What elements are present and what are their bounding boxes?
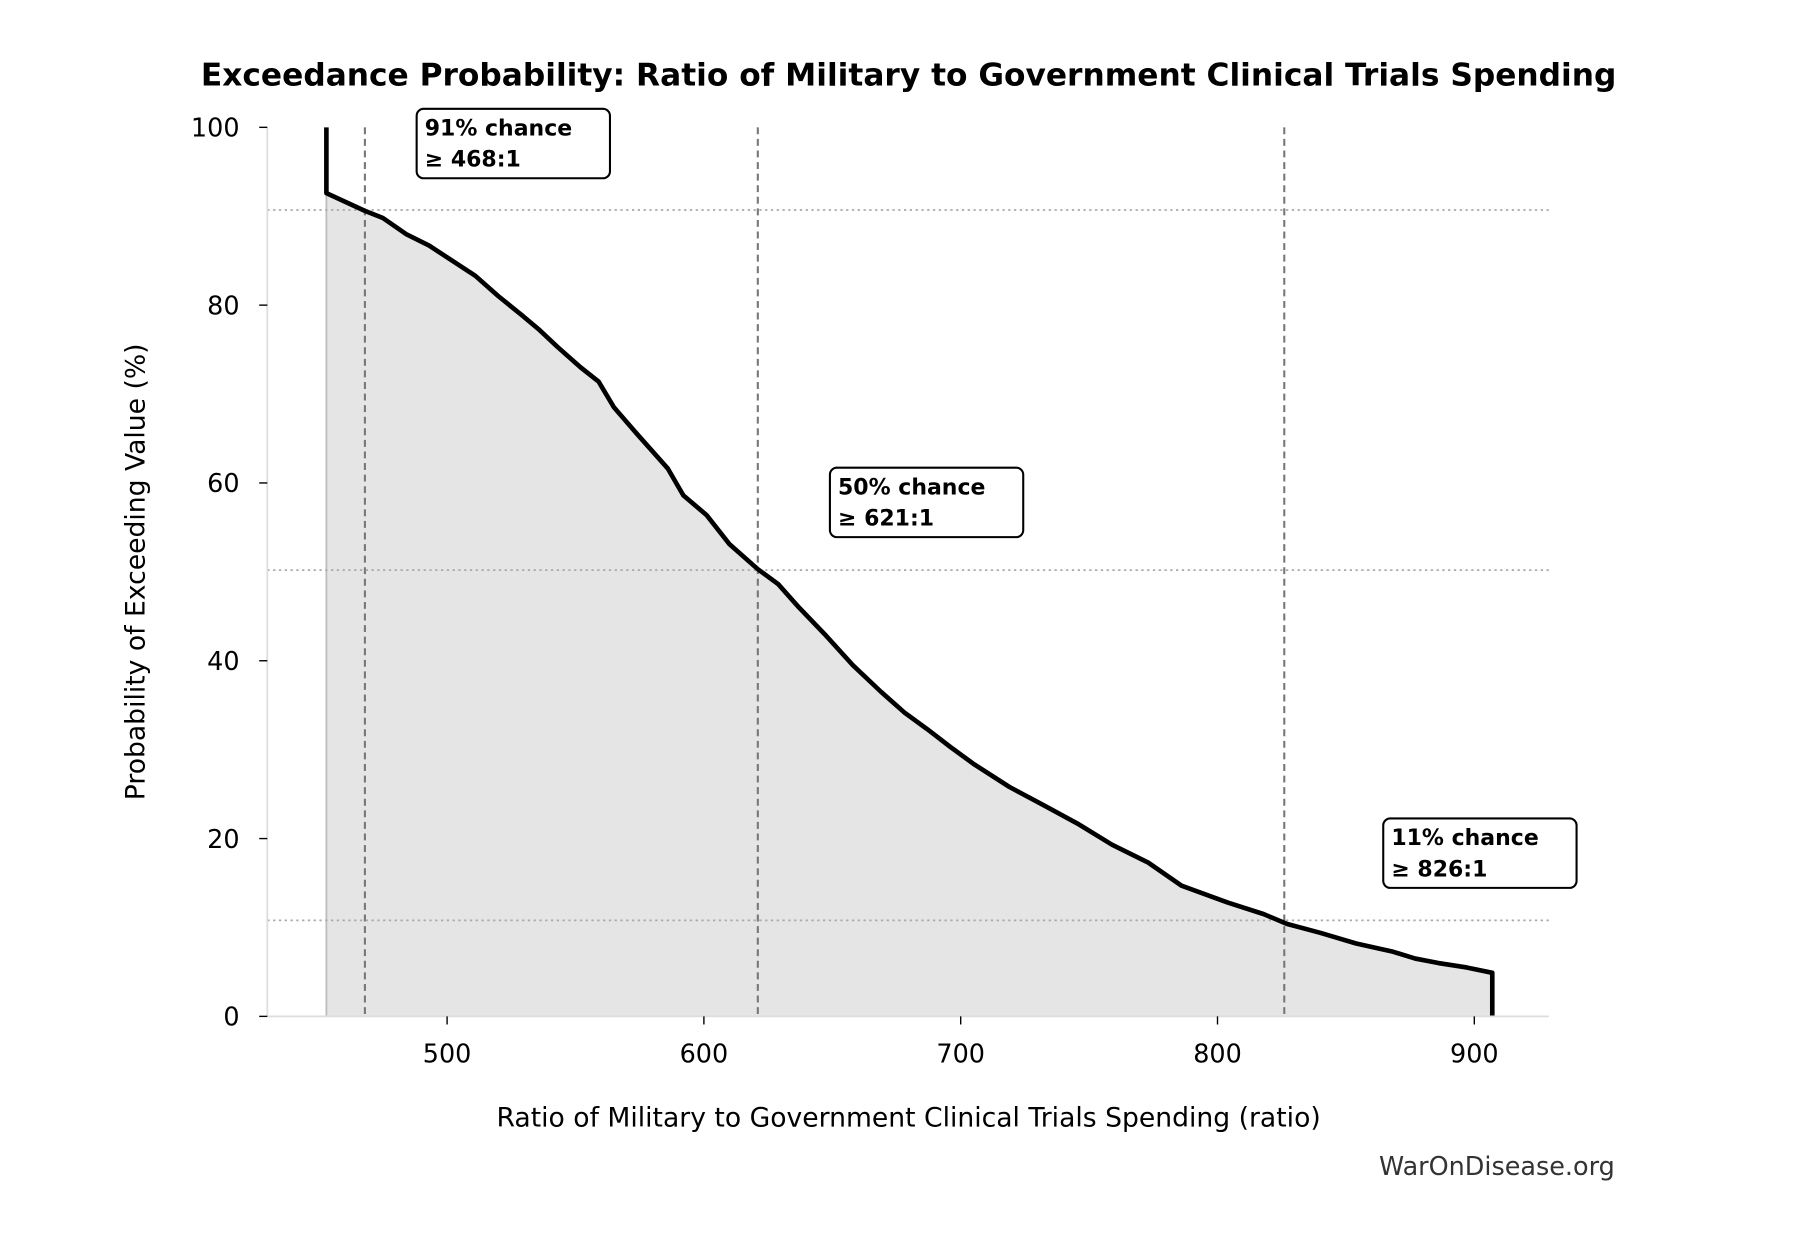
y-tick-label: 60 bbox=[207, 469, 239, 499]
y-tick-label: 80 bbox=[207, 291, 239, 321]
area-fill bbox=[326, 127, 1493, 1017]
y-tick-label: 40 bbox=[207, 647, 239, 677]
annotations: 91% chance ≥ 468:1 50% chance ≥ 621:1 11% ch… bbox=[415, 107, 1578, 889]
annotation-line1: 11% chance bbox=[1391, 826, 1538, 851]
annotation-box bbox=[415, 107, 612, 180]
y-axis-label: Probability of Exceeding Value (%) bbox=[121, 343, 152, 800]
annotation-line1: 91% chance bbox=[425, 116, 572, 141]
x-tick-label: 900 bbox=[1450, 1040, 1499, 1070]
y-tick-label: 0 bbox=[223, 1003, 239, 1033]
axes: 500 600 700 800 900 0 20 40 60 80 100 bbox=[191, 114, 1549, 1070]
exceedance-curve bbox=[324, 127, 1495, 1017]
annotation-line1: 50% chance bbox=[838, 475, 985, 500]
annotation-line2: ≥ 621:1 bbox=[838, 507, 934, 532]
x-tick-label: 700 bbox=[936, 1040, 985, 1070]
y-tick-label: 20 bbox=[207, 825, 239, 855]
x-tick-label: 600 bbox=[680, 1040, 729, 1070]
x-tick-label: 500 bbox=[423, 1040, 472, 1070]
x-tick-label: 800 bbox=[1193, 1040, 1242, 1070]
annotation-box bbox=[828, 466, 1025, 539]
plot-area bbox=[267, 127, 1549, 1017]
watermark: WarOnDisease.org bbox=[1379, 1152, 1615, 1182]
annotation-box bbox=[1382, 817, 1578, 889]
annotation-line2: ≥ 826:1 bbox=[1391, 857, 1487, 882]
x-axis-label: Ratio of Military to Government Clinical… bbox=[497, 1102, 1321, 1133]
annotation-line2: ≥ 468:1 bbox=[425, 148, 521, 173]
y-tick-label: 100 bbox=[191, 114, 240, 144]
chart-title: Exceedance Probability: Ratio of Militar… bbox=[201, 58, 1616, 94]
